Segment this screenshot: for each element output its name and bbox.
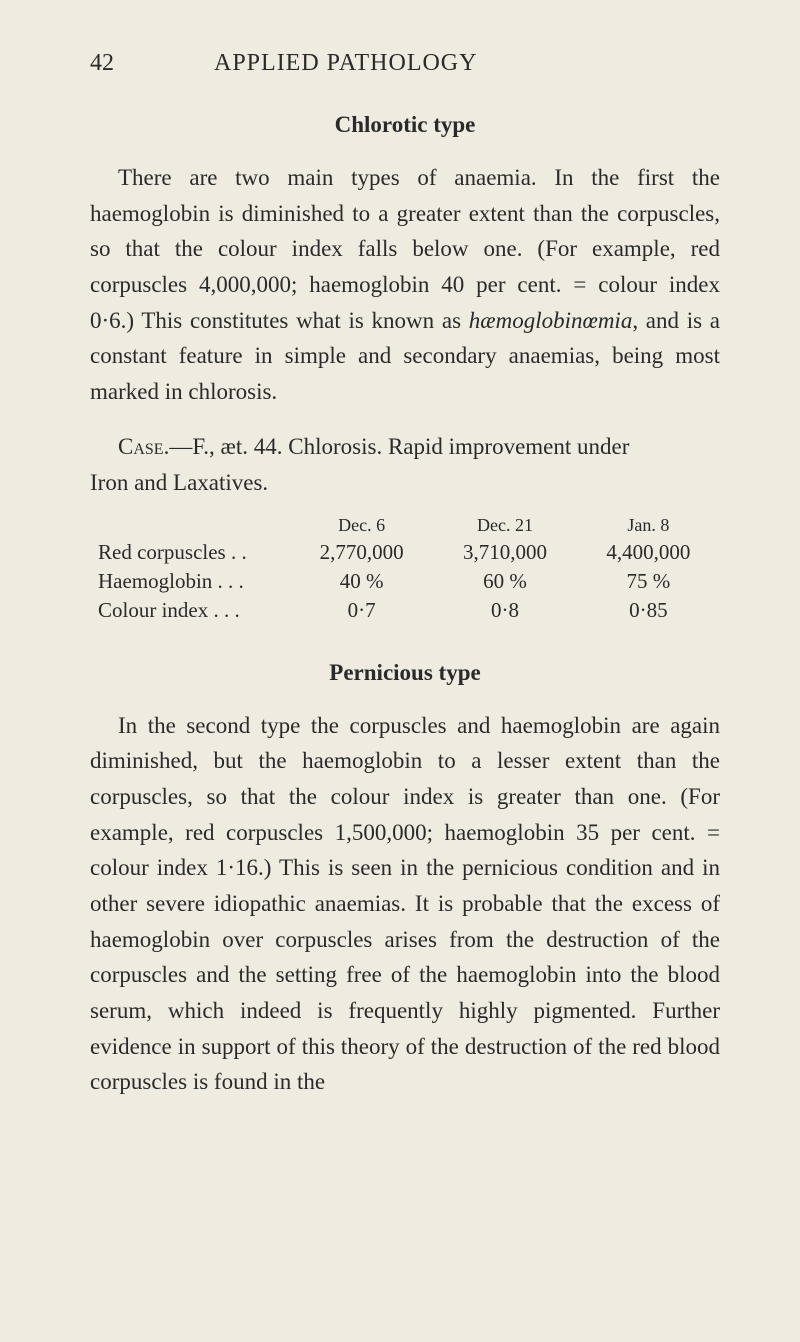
table-cell: 60 %: [433, 567, 576, 596]
table-cell: 2,770,000: [290, 538, 433, 567]
page-number: 42: [90, 50, 114, 77]
italic-term: hæmoglobinœmia: [469, 308, 633, 333]
paragraph-chlorotic: There are two main types of anaemia. In …: [90, 160, 720, 409]
data-table: Dec. 6 Dec. 21 Jan. 8 Red corpuscles . .…: [90, 513, 720, 625]
table-row: Colour index . . . 0·7 0·8 0·85: [90, 596, 720, 625]
running-title: APPLIED PATHOLOGY: [214, 50, 477, 77]
case-label: Case.: [118, 434, 169, 459]
table-header-dec6: Dec. 6: [290, 513, 433, 538]
table-cell: 75 %: [577, 567, 720, 596]
table-row: Haemoglobin . . . 40 % 60 % 75 %: [90, 567, 720, 596]
table-cell-label: Haemoglobin . . .: [90, 567, 290, 596]
table-cell-label: Colour index . . .: [90, 596, 290, 625]
case-text: —F., æt. 44. Chlorosis. Rapid improvemen…: [169, 434, 629, 459]
table-header-jan8: Jan. 8: [577, 513, 720, 538]
section-title-pernicious: Pernicious type: [90, 660, 720, 686]
table-row: Red corpuscles . . 2,770,000 3,710,000 4…: [90, 538, 720, 567]
table-cell: 3,710,000: [433, 538, 576, 567]
case-line-2: Iron and Laxatives.: [90, 465, 720, 501]
table-cell: 40 %: [290, 567, 433, 596]
table-header-dec21: Dec. 21: [433, 513, 576, 538]
section-title-chlorotic: Chlorotic type: [90, 112, 720, 138]
table-cell: 0·7: [290, 596, 433, 625]
case-line-1: Case.—F., æt. 44. Chlorosis. Rapid impro…: [90, 429, 720, 465]
table-header-blank: [90, 513, 290, 538]
table-cell: 4,400,000: [577, 538, 720, 567]
table-cell: 0·85: [577, 596, 720, 625]
table-header-row: Dec. 6 Dec. 21 Jan. 8: [90, 513, 720, 538]
table-cell-label: Red corpuscles . .: [90, 538, 290, 567]
page-header: 42 APPLIED PATHOLOGY: [90, 50, 720, 77]
table-cell: 0·8: [433, 596, 576, 625]
paragraph-pernicious: In the second type the corpuscles and ha…: [90, 708, 720, 1100]
